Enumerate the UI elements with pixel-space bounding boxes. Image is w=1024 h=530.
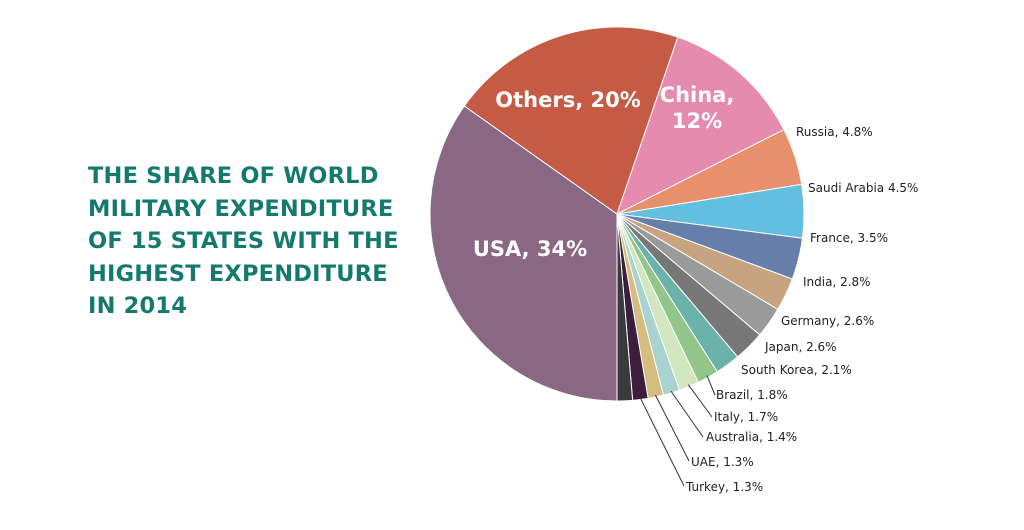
title-line: MILITARY EXPENDITURE: [88, 195, 394, 222]
slice-label: France, 3.5%: [810, 231, 888, 245]
leader-line: [654, 394, 690, 462]
title-line: IN 2014: [88, 293, 188, 319]
slice-label: South Korea, 2.1%: [741, 363, 852, 377]
slice-label: Saudi Arabia 4.5%: [808, 181, 918, 195]
slice-label: Italy, 1.7%: [714, 410, 778, 424]
leader-line: [670, 390, 704, 438]
slice-label: China, 12%: [660, 83, 735, 133]
pie-slice: [429, 105, 618, 402]
pie-slice: [463, 26, 679, 215]
leader-line: [687, 384, 713, 418]
pie-slice: [616, 213, 634, 402]
slice-label: India, 2.8%: [803, 275, 871, 289]
title-line: HIGHEST EXPENDITURE: [88, 260, 388, 287]
leader-line: [639, 397, 685, 487]
slice-label: Russia, 4.8%: [796, 125, 873, 139]
chart-title: THE SHARE OF WORLD MILITARY EXPENDITURE …: [88, 160, 408, 323]
slice-label: Others, 20%: [495, 88, 641, 112]
pie-slice: [616, 36, 785, 216]
leader-line: [706, 375, 716, 396]
slice-label: Germany, 2.6%: [781, 314, 874, 328]
slice-label: Brazil, 1.8%: [716, 388, 788, 402]
slice-label: Turkey, 1.3%: [685, 480, 763, 494]
title-line: THE SHARE OF WORLD: [88, 163, 379, 189]
slice-label: Australia, 1.4%: [706, 430, 797, 444]
title-line: OF 15 STATES WITH THE: [88, 228, 399, 254]
slice-label: USA, 34%: [473, 237, 587, 261]
slice-label: Japan, 2.6%: [764, 340, 837, 354]
slice-label: UAE, 1.3%: [691, 455, 754, 469]
